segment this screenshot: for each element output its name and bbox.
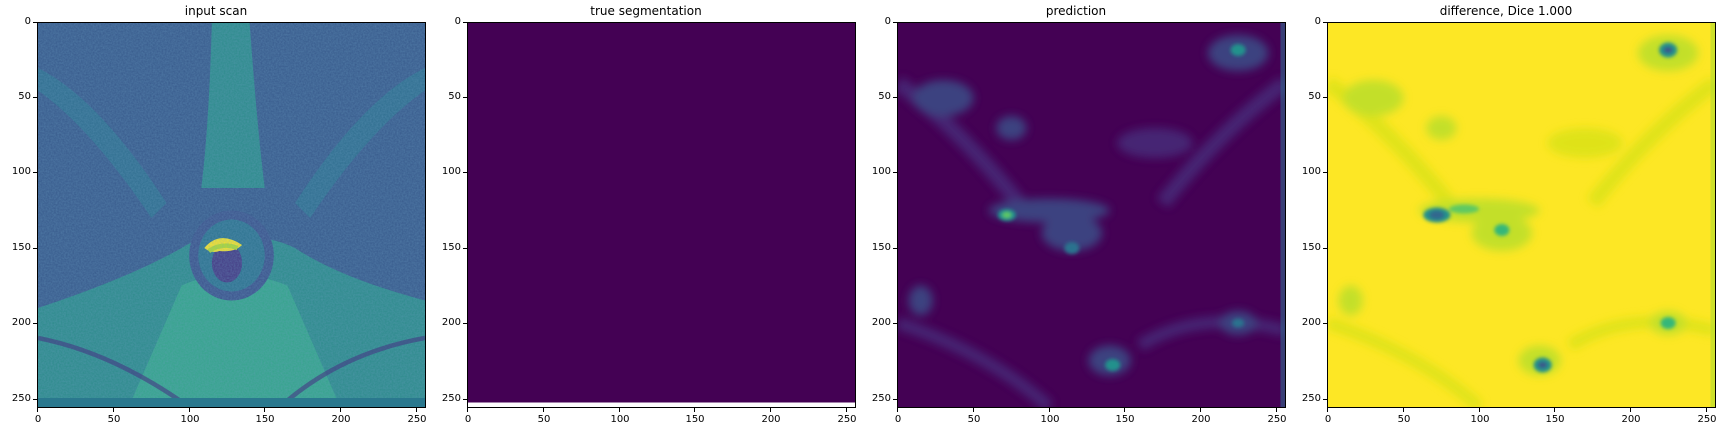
y-tick: 50 xyxy=(878,91,891,102)
y-tick: 200 xyxy=(11,317,31,328)
image-axes xyxy=(1327,22,1716,408)
y-tick: 250 xyxy=(1301,393,1321,404)
y-tick: 0 xyxy=(884,16,891,27)
image-axes xyxy=(467,22,856,408)
y-tick: 200 xyxy=(441,317,461,328)
x-tick: 150 xyxy=(685,414,705,425)
x-tick: 200 xyxy=(1191,414,1211,425)
y-tick: 100 xyxy=(1301,166,1321,177)
y-tick: 50 xyxy=(1308,91,1321,102)
axis-ticks xyxy=(1323,22,1707,412)
x-tick: 100 xyxy=(610,414,630,425)
x-tick: 250 xyxy=(1267,414,1287,425)
y-tick: 150 xyxy=(1301,242,1321,253)
y-tick: 0 xyxy=(1314,16,1321,27)
y-tick: 250 xyxy=(441,393,461,404)
x-tick: 0 xyxy=(894,414,902,425)
panel-input-scan: input scan xyxy=(0,0,432,432)
y-tick: 50 xyxy=(448,91,461,102)
x-tick: 0 xyxy=(34,414,42,425)
y-tick: 0 xyxy=(454,16,461,27)
axis-ticks xyxy=(463,22,847,412)
y-tick: 150 xyxy=(11,242,31,253)
x-tick: 200 xyxy=(1621,414,1641,425)
y-tick: 150 xyxy=(871,242,891,253)
panel-difference: difference, Dice 1.000 xyxy=(1290,0,1722,432)
prediction-image xyxy=(898,23,1285,407)
axis-ticks xyxy=(33,22,417,412)
axis-ticks xyxy=(893,22,1277,412)
x-tick: 50 xyxy=(537,414,551,425)
difference-image xyxy=(1328,23,1715,407)
panel-title: true segmentation xyxy=(590,4,702,18)
y-tick: 100 xyxy=(441,166,461,177)
y-tick: 100 xyxy=(11,166,31,177)
x-tick: 50 xyxy=(967,414,981,425)
panel-title: prediction xyxy=(1045,4,1107,18)
x-tick: 100 xyxy=(180,414,200,425)
y-tick: 150 xyxy=(441,242,461,253)
x-tick: 250 xyxy=(837,414,857,425)
x-tick: 150 xyxy=(1115,414,1135,425)
x-tick: 200 xyxy=(761,414,781,425)
y-tick: 200 xyxy=(871,317,891,328)
panel-prediction: prediction xyxy=(860,0,1292,432)
x-tick: 0 xyxy=(1324,414,1332,425)
x-tick: 0 xyxy=(464,414,472,425)
image-axes xyxy=(37,22,426,408)
x-tick: 100 xyxy=(1040,414,1060,425)
x-tick: 150 xyxy=(1545,414,1565,425)
x-tick: 100 xyxy=(1470,414,1490,425)
panel-title: difference, Dice 1.000 xyxy=(1439,4,1573,18)
y-tick: 200 xyxy=(1301,317,1321,328)
y-tick: 250 xyxy=(871,393,891,404)
x-tick: 50 xyxy=(1397,414,1411,425)
x-tick: 150 xyxy=(255,414,275,425)
panel-true-segmentation: true segmentation 0 xyxy=(430,0,862,432)
y-tick: 50 xyxy=(18,91,31,102)
mri-image xyxy=(38,23,425,407)
x-tick: 250 xyxy=(1697,414,1717,425)
x-tick: 50 xyxy=(107,414,121,425)
y-tick: 250 xyxy=(11,393,31,404)
panel-title: input scan xyxy=(184,4,248,18)
y-tick: 100 xyxy=(871,166,891,177)
image-axes xyxy=(897,22,1286,408)
x-tick: 200 xyxy=(331,414,351,425)
y-tick: 0 xyxy=(24,16,31,27)
x-tick: 250 xyxy=(407,414,427,425)
segmentation-image xyxy=(468,23,855,407)
